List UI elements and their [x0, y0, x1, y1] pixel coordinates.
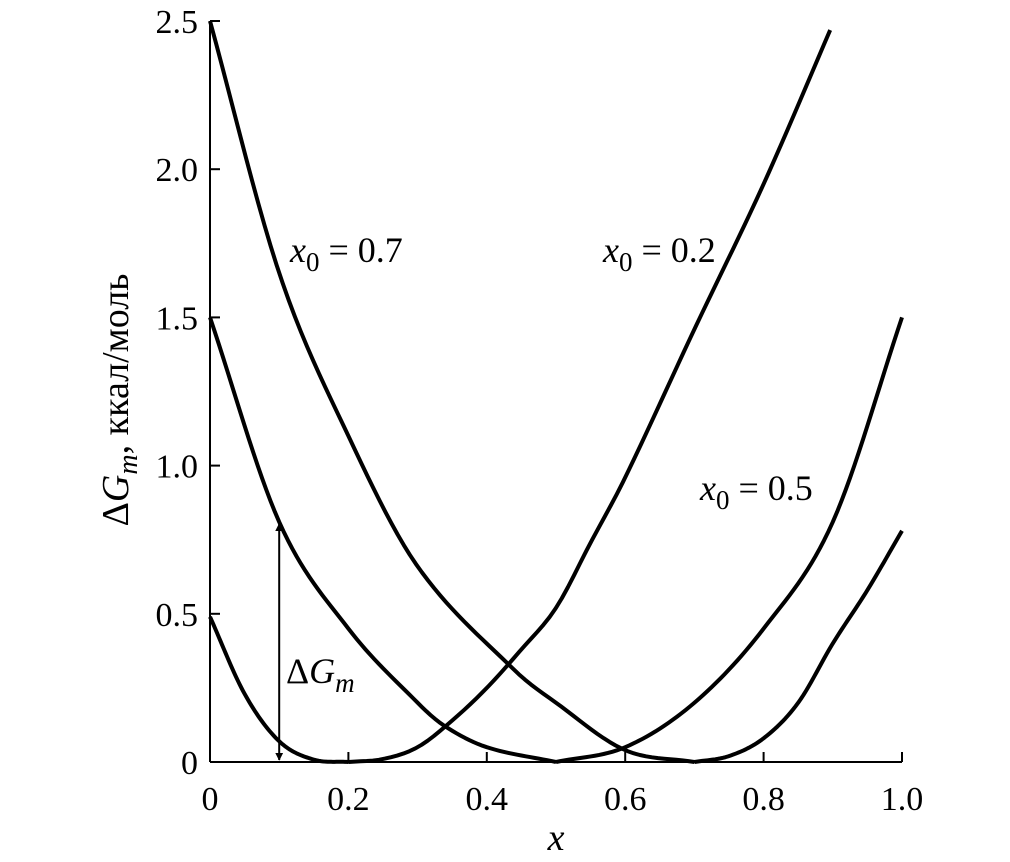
y-axis-label-m: m	[113, 454, 144, 474]
series-curve-2-segment-1	[208, 316, 557, 764]
x-axis-label: x	[547, 817, 565, 859]
series-label-var: x	[602, 230, 619, 270]
x-tick-label: 0.4	[466, 781, 509, 818]
series-label-val: = 0.2	[632, 230, 715, 270]
x-axis-ticks: 0 0.2 0.4 0.6 0.8 1.0	[202, 752, 924, 818]
series-label-x0-05: x0 = 0.5	[699, 468, 813, 515]
x-tick-label: 0.8	[742, 781, 785, 818]
x-tick-label: 1.0	[881, 781, 924, 818]
x-tick-label: 0.2	[327, 781, 370, 818]
series-label-sub: 0	[716, 485, 730, 515]
y-axis-label-g: G	[95, 475, 137, 502]
annotation-g: G	[309, 651, 335, 691]
annotation-delta: Δ	[286, 651, 309, 691]
y-tick-label: 0.5	[156, 597, 199, 634]
y-axis-label-unit: , ккал/моль	[95, 273, 137, 454]
series-label-var: x	[289, 230, 306, 270]
y-tick-label: 1.0	[156, 449, 199, 486]
series-curve-1-segment-2	[348, 29, 832, 764]
series-label-val: = 0.7	[319, 230, 402, 270]
series-curve-3-segment-1	[208, 20, 695, 764]
x-tick-label: 0.6	[604, 781, 647, 818]
annotation-delta-gm: ΔGm	[286, 651, 355, 698]
series-curve-2-segment-2	[555, 316, 904, 764]
series-label-var: x	[699, 468, 716, 508]
y-tick-label: 2.5	[156, 4, 199, 41]
series-curve-3-segment-2	[694, 529, 904, 764]
series-label-sub: 0	[619, 247, 633, 277]
y-tick-label: 2.0	[156, 152, 199, 189]
y-axis-ticks: 0 0.5 1.0 1.5 2.0 2.5	[156, 4, 220, 782]
series-curves	[208, 20, 904, 764]
y-tick-label: 1.5	[156, 300, 199, 337]
series-label-x0-02: x0 = 0.2	[602, 230, 716, 277]
series-label-x0-07: x0 = 0.7	[289, 230, 403, 277]
y-axis-label-delta: Δ	[95, 502, 137, 526]
y-tick-label: 0	[181, 745, 198, 782]
x-tick-label: 0	[202, 781, 219, 818]
series-label-val: = 0.5	[729, 468, 812, 508]
series-label-sub: 0	[306, 247, 320, 277]
annotation-m: m	[335, 668, 355, 698]
y-axis-label: ΔGm, ккал/моль	[95, 273, 144, 526]
